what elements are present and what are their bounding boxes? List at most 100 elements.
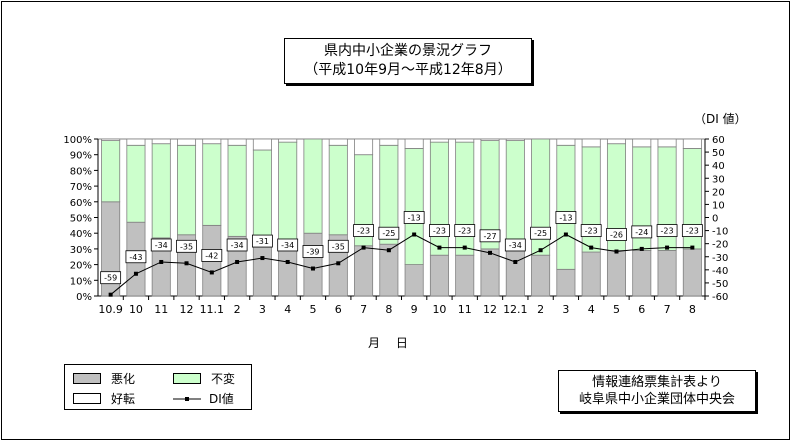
bar-segment bbox=[227, 138, 247, 146]
di-data-label: -34 bbox=[231, 241, 244, 250]
bar-segment bbox=[354, 138, 374, 156]
x-tick-label: 5 bbox=[613, 303, 620, 316]
legend-label-di: DI値 bbox=[209, 392, 234, 406]
y-left-tick-label: 40% bbox=[70, 229, 92, 240]
y-right-tick-label: 40 bbox=[712, 161, 725, 172]
x-tick-label: 12 bbox=[483, 303, 497, 316]
bar-segment bbox=[404, 138, 424, 149]
di-data-label: -31 bbox=[256, 237, 269, 246]
bar-segment bbox=[101, 140, 121, 203]
bar-segment bbox=[328, 138, 348, 146]
di-label-box bbox=[504, 238, 526, 252]
di-label-box bbox=[454, 224, 476, 237]
x-tick-label: 10 bbox=[432, 303, 446, 316]
di-point bbox=[614, 249, 619, 254]
x-tick-label: 8 bbox=[385, 303, 392, 316]
di-point bbox=[690, 245, 695, 250]
di-label-box bbox=[429, 224, 450, 237]
di-point bbox=[361, 245, 366, 250]
legend-swatch-better bbox=[73, 393, 101, 404]
di-point bbox=[513, 259, 518, 264]
y-right-tick-label: 30 bbox=[712, 174, 725, 185]
di-data-label: -39 bbox=[306, 248, 319, 257]
bar-segment bbox=[404, 264, 424, 297]
y-left-tick-label: 60% bbox=[70, 198, 92, 209]
di-label-box bbox=[479, 229, 501, 243]
x-tick-label: 12.1 bbox=[503, 303, 528, 316]
bar-segment bbox=[101, 138, 121, 141]
di-label-box bbox=[378, 226, 400, 240]
y-left-tick-label: 20% bbox=[70, 261, 92, 272]
y-right-tick-label: 60 bbox=[712, 135, 725, 146]
di-point bbox=[159, 259, 164, 264]
y-left-tick-label: 100% bbox=[63, 135, 92, 146]
di-label-box bbox=[201, 249, 223, 262]
legend-label-better: 好転 bbox=[111, 392, 136, 406]
x-tick-label: 7 bbox=[664, 303, 671, 316]
di-point bbox=[133, 271, 138, 276]
bar-segment bbox=[556, 138, 576, 146]
di-point bbox=[209, 270, 214, 275]
di-data-label: -26 bbox=[610, 231, 623, 240]
di-data-label: -34 bbox=[281, 241, 294, 250]
y-right-tick-label: -40 bbox=[712, 266, 728, 277]
di-label-box bbox=[555, 211, 577, 224]
legend-swatch-same bbox=[173, 373, 201, 384]
di-data-label: -23 bbox=[357, 227, 370, 236]
chart-title-box: 県内中小企業の景況グラフ （平成10年9月～平成12年8月） bbox=[284, 38, 532, 84]
bar-segment bbox=[632, 138, 652, 148]
bar-segment bbox=[657, 138, 677, 148]
bar-segment bbox=[429, 141, 449, 256]
bar-segment bbox=[505, 140, 525, 240]
bar-segment bbox=[505, 138, 525, 141]
di-line bbox=[110, 233, 693, 296]
legend-item-same: 不変 bbox=[173, 370, 235, 387]
right-axis-unit-label: （DI 値） bbox=[694, 112, 747, 126]
x-tick-label: 2 bbox=[234, 303, 241, 316]
x-axis-label: 月 日 bbox=[368, 336, 414, 350]
di-data-label: -25 bbox=[534, 229, 547, 238]
di-data-label: -27 bbox=[483, 232, 496, 241]
di-label-box bbox=[403, 211, 425, 224]
di-data-label: -23 bbox=[686, 227, 699, 236]
bar-segment bbox=[455, 254, 475, 297]
di-label-box bbox=[656, 224, 678, 237]
bar-segment bbox=[581, 251, 601, 297]
di-data-label: -43 bbox=[129, 253, 142, 262]
bar-segment bbox=[379, 138, 399, 146]
bar-segment bbox=[202, 143, 222, 226]
bar-segment bbox=[278, 138, 298, 143]
x-tick-label: 8 bbox=[689, 303, 696, 316]
di-data-label: -23 bbox=[433, 227, 446, 236]
y-left-tick-label: 70% bbox=[70, 182, 92, 193]
bar-segment bbox=[202, 138, 222, 145]
source-box: 情報連絡票集計表より 岐阜県中小企業団体中央会 bbox=[558, 370, 756, 412]
x-tick-label: 6 bbox=[335, 303, 342, 316]
x-tick-label: 11.1 bbox=[200, 303, 225, 316]
di-point bbox=[336, 261, 341, 266]
x-tick-label: 6 bbox=[638, 303, 645, 316]
bar-segment bbox=[151, 143, 171, 239]
bar-segment bbox=[151, 138, 171, 145]
bar-segment bbox=[126, 138, 146, 146]
di-point bbox=[589, 245, 594, 250]
bar-segment bbox=[455, 141, 475, 256]
y-right-tick-label: -10 bbox=[712, 227, 728, 238]
di-point bbox=[563, 232, 568, 237]
y-right-tick-label: 0 bbox=[712, 214, 718, 225]
bar-segment bbox=[252, 138, 272, 151]
di-data-label: -34 bbox=[509, 241, 522, 250]
bar-segment bbox=[531, 254, 551, 297]
bar-segment bbox=[252, 149, 272, 239]
source-line2: 岐阜県中小企業団体中央会 bbox=[578, 392, 735, 407]
di-data-label: -24 bbox=[635, 228, 648, 237]
di-label-box bbox=[226, 238, 248, 252]
di-label-box bbox=[327, 239, 349, 253]
di-data-label: -59 bbox=[104, 274, 117, 283]
di-data-label: -23 bbox=[661, 227, 674, 236]
di-point bbox=[235, 259, 240, 264]
di-data-label: -13 bbox=[408, 214, 421, 223]
bar-segment bbox=[606, 250, 626, 297]
bar-segment bbox=[177, 144, 197, 236]
y-right-tick-label: 20 bbox=[712, 187, 725, 198]
